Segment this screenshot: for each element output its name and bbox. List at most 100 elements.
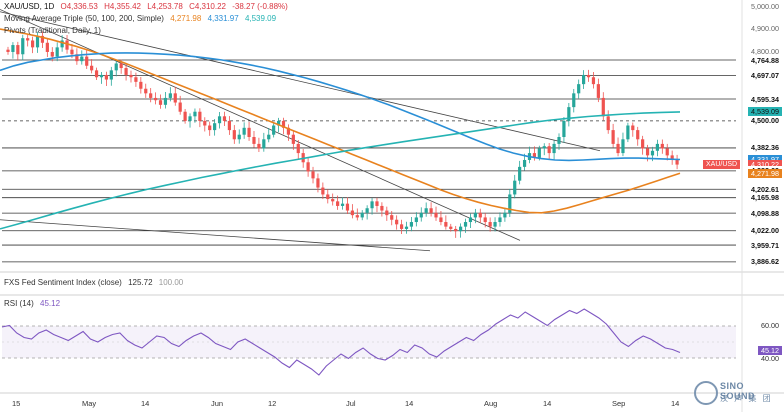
candle-body [119, 63, 123, 69]
candle-body [168, 93, 172, 98]
candle-body [473, 212, 477, 218]
time-tick-label: Aug [484, 399, 498, 408]
candle-body [518, 166, 522, 181]
candle-body [321, 187, 325, 195]
candle-body [616, 143, 620, 154]
candle-body [124, 68, 128, 75]
pivots-legend: Pivots (Traditional, Daily, 1) [4, 26, 105, 35]
price-tick-label: 4,595.34 [748, 94, 782, 104]
candle-body [562, 120, 566, 137]
ma100-value: 4,331.97 [207, 14, 239, 23]
candle-body [114, 63, 118, 71]
candle-body [50, 51, 54, 57]
candle-body [213, 123, 217, 131]
candle-body [636, 130, 640, 140]
candle-body [163, 97, 168, 105]
candle-body [149, 93, 153, 98]
candle-body [227, 120, 231, 131]
candle-body [178, 102, 182, 112]
candle-body [104, 74, 108, 80]
candle-body [331, 199, 335, 202]
candle-body [70, 49, 74, 55]
ma-label: Moving Average Triple (50, 100, 200, Sim… [4, 14, 164, 23]
candle-body [237, 134, 241, 140]
price-tick-label: 4,331.97 [748, 155, 782, 165]
price-tick-label: 4,202.61 [748, 184, 782, 194]
candle-body [316, 178, 320, 188]
candle-body [463, 222, 468, 227]
time-tick-label: 14 [671, 399, 680, 408]
candle-body [193, 111, 197, 117]
candle-body [537, 148, 541, 158]
candle-body [645, 148, 650, 156]
sentiment-ref: 100.00 [158, 278, 184, 287]
close-value: C4,310.22 [189, 2, 226, 11]
candle-body [542, 146, 546, 149]
candle-body [404, 226, 409, 229]
candle-body [572, 93, 576, 108]
candle-body [296, 143, 300, 154]
candle-body [144, 88, 148, 94]
candle-body [365, 208, 369, 213]
candle-body [232, 130, 236, 140]
candle-body [557, 137, 561, 144]
price-tick-label: 3,959.71 [748, 240, 782, 250]
candle-body [493, 222, 497, 227]
candle-body [75, 54, 79, 62]
candle-body [276, 120, 281, 126]
candle-body [660, 143, 664, 149]
candle-body [188, 116, 192, 121]
candle-body [424, 208, 428, 213]
candle-body [503, 212, 507, 218]
candle-body [198, 111, 202, 121]
pivots-label: Pivots (Traditional, Daily, 1) [4, 26, 101, 35]
rsi-current-tag: 45.12 [758, 346, 782, 355]
ma100-line [0, 52, 681, 162]
ma50-line [0, 28, 681, 214]
candle-body [153, 97, 158, 101]
candle-body [109, 70, 113, 80]
candle-body [80, 56, 84, 62]
price-tick-label: 4,500.00 [748, 116, 782, 126]
candle-body [272, 125, 276, 135]
candle-body [419, 212, 423, 218]
candle-body [222, 116, 227, 121]
price-tick-label: 4,900.00 [748, 24, 782, 34]
time-tick-label: 14 [543, 399, 552, 408]
candle-body [414, 217, 418, 223]
candle-body [183, 111, 187, 121]
candle-body [522, 159, 527, 167]
candle-body [601, 97, 605, 117]
candle-body [173, 93, 177, 103]
candle-body [6, 49, 10, 52]
candle-body [16, 45, 20, 55]
sentiment-value: 125.72 [128, 278, 153, 287]
price-tick-label: 4,098.88 [748, 208, 782, 218]
candle-body [409, 222, 414, 227]
candle-body [60, 40, 64, 48]
candle-body [596, 84, 600, 98]
candle-body [350, 210, 354, 216]
candle-body [478, 212, 482, 218]
candle-body [291, 134, 295, 144]
candle-body [631, 125, 635, 131]
candle-body [340, 203, 345, 206]
candle-body [203, 120, 207, 126]
ma50-value: 4,271.98 [170, 14, 202, 23]
price-tick-label: 4,165.98 [748, 193, 782, 203]
candle-body [21, 38, 25, 55]
rsi-label: RSI (14) [4, 299, 34, 308]
candle-body [26, 38, 30, 41]
candle-body [444, 222, 448, 227]
candle-body [267, 134, 271, 140]
candle-body [675, 159, 679, 165]
price-tick-label: 3,886.62 [748, 257, 782, 267]
candle-body [606, 116, 610, 131]
candle-body [488, 222, 492, 227]
candle-body [35, 35, 40, 48]
price-tick-label: 4,382.36 [748, 143, 782, 153]
candle-body [247, 127, 251, 137]
candle-body [532, 153, 537, 158]
candle-body [262, 139, 266, 149]
